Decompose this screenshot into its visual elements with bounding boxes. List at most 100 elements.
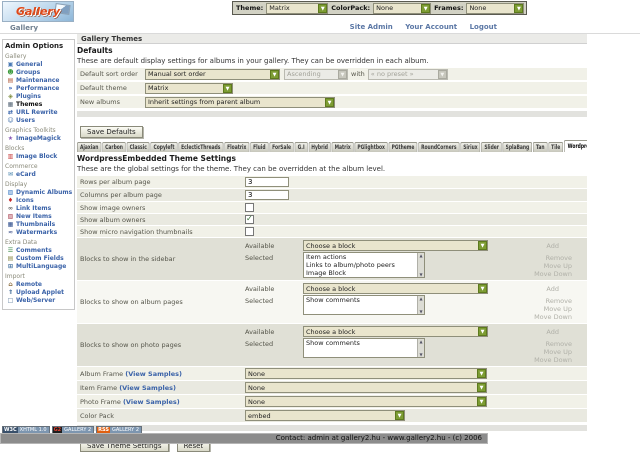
theme-tab[interactable]: Tile bbox=[548, 142, 564, 152]
sidebar-item[interactable]: ⇄ URL Rewrite bbox=[5, 109, 73, 116]
new-albums-select[interactable]: Inherit settings from parent album ▼ bbox=[145, 96, 335, 108]
theme-tab[interactable]: ForSale bbox=[269, 142, 294, 152]
sidebar-blocks-selected-list[interactable]: Item actions Links to album/photo peers Im… bbox=[303, 252, 425, 278]
show-album-owners-checkbox[interactable] bbox=[245, 214, 254, 224]
default-theme-select[interactable]: Matrix ▼ bbox=[145, 82, 233, 94]
theme-tab[interactable]: RoundCorners bbox=[418, 142, 460, 152]
gallery-logo[interactable]: Gallery bbox=[2, 1, 74, 22]
add-action-disabled: Add bbox=[546, 285, 559, 293]
album-blocks-selected-list[interactable]: Show comments ▲ ▼ bbox=[303, 295, 425, 315]
rows-per-page-row: Rows per album page bbox=[77, 176, 587, 188]
your-account-link[interactable]: Your Account bbox=[405, 23, 458, 31]
theme-tab[interactable]: Matrix bbox=[331, 142, 354, 152]
color-pack-select[interactable]: embed ▼ bbox=[245, 410, 405, 421]
quick-theme-bar: Theme: Matrix ▼ ColorPack: None ▼ Frames… bbox=[232, 1, 528, 15]
sidebar-item[interactable]: ▤ Maintenance bbox=[5, 77, 73, 84]
frames-select[interactable]: None ▼ bbox=[466, 2, 525, 14]
scroll-up-icon[interactable]: ▲ bbox=[419, 296, 423, 301]
sidebar-item[interactable]: ∞ Link Items bbox=[5, 205, 73, 212]
theme-tab[interactable]: Copyleft bbox=[150, 142, 178, 152]
theme-tab[interactable]: Slider bbox=[481, 142, 502, 152]
logout-link[interactable]: Logout bbox=[469, 23, 497, 31]
selected-label: Selected bbox=[245, 340, 274, 348]
theme-select[interactable]: Matrix ▼ bbox=[266, 2, 329, 14]
theme-tab[interactable]: Classic bbox=[126, 142, 150, 152]
add-action-disabled: Add bbox=[546, 328, 559, 336]
scroll-up-icon[interactable]: ▲ bbox=[419, 339, 423, 344]
sidebar-section-label: Graphics Toolkits bbox=[5, 127, 56, 134]
sidebar-item[interactable]: □ Web/Server bbox=[5, 297, 73, 304]
comments-icon: ☰ bbox=[7, 246, 14, 254]
sidebar-item[interactable]: » Performance bbox=[5, 85, 73, 92]
sidebar-item[interactable]: ⌂ Remote bbox=[5, 281, 73, 288]
move-up-action-disabled: Move Up bbox=[543, 348, 572, 356]
sidebar-item[interactable]: ▤ Custom Fields bbox=[5, 255, 73, 262]
show-image-owners-checkbox[interactable] bbox=[245, 203, 254, 212]
sidebar-item[interactable]: ★ ImageMagick bbox=[5, 135, 73, 142]
scroll-down-icon[interactable]: ▼ bbox=[419, 272, 423, 277]
view-samples-link[interactable]: (View Samples) bbox=[125, 369, 182, 378]
save-defaults-button[interactable]: Save Defaults bbox=[80, 126, 143, 138]
theme-tab[interactable]: WordpressEmbedded bbox=[563, 140, 587, 152]
columns-per-page-input[interactable] bbox=[245, 190, 289, 200]
theme-tab[interactable]: Floatrix bbox=[224, 142, 250, 152]
rows-per-page-input[interactable] bbox=[245, 177, 289, 187]
list-option[interactable]: Show comments bbox=[306, 296, 360, 304]
theme-tab[interactable]: Tan bbox=[532, 142, 548, 152]
theme-tab[interactable]: PGtheme bbox=[388, 142, 418, 152]
view-samples-link[interactable]: (View Samples) bbox=[122, 397, 180, 406]
sidebar-item[interactable]: ▨ Dynamic Albums bbox=[5, 189, 73, 196]
sidebar-item[interactable]: ☺ Users bbox=[5, 117, 73, 124]
sidebar-item[interactable]: ☻ Groups bbox=[5, 69, 73, 76]
sidebar-item[interactable]: ☰ Comments bbox=[5, 247, 73, 254]
sidebar-item[interactable]: ▦ Themes bbox=[5, 101, 73, 108]
sidebar-item[interactable]: ♦ Icons bbox=[5, 197, 73, 204]
sidebar-blocks-available-select[interactable]: Choose a block ▼ bbox=[303, 240, 488, 251]
scroll-down-icon[interactable]: ▼ bbox=[419, 352, 423, 357]
list-option[interactable]: Show comments bbox=[306, 339, 360, 347]
sidebar-item[interactable]: ▣ General bbox=[5, 61, 73, 68]
colorpack-select[interactable]: None ▼ bbox=[373, 2, 432, 14]
theme-tab[interactable]: Siriux bbox=[460, 142, 481, 152]
list-option[interactable]: Links to album/photo peers bbox=[306, 261, 395, 269]
sidebar-item[interactable]: ⇑ Upload Applet bbox=[5, 289, 73, 296]
scroll-down-icon[interactable]: ▼ bbox=[419, 309, 423, 314]
frames-label: Frames: bbox=[434, 4, 464, 12]
sort-order-select[interactable]: Manual sort order ▼ bbox=[145, 68, 280, 80]
badge-right-label: GALLERY 2 bbox=[62, 427, 94, 434]
breadcrumb[interactable]: Gallery bbox=[10, 24, 39, 32]
sidebar-item[interactable]: ▧ New Items bbox=[5, 213, 73, 220]
theme-tab[interactable]: Hybrid bbox=[308, 142, 331, 152]
scrollbar[interactable]: ▲ ▼ bbox=[417, 296, 424, 314]
sidebar-item[interactable]: ✉ eCard bbox=[5, 171, 73, 178]
photo-blocks-selected-list[interactable]: Show comments ▲ ▼ bbox=[303, 338, 425, 358]
list-option[interactable]: Image Block bbox=[306, 269, 347, 277]
photo-blocks-available-select[interactable]: Choose a block ▼ bbox=[303, 326, 488, 337]
scrollbar[interactable]: ▲ ▼ bbox=[417, 339, 424, 357]
list-option[interactable]: Item actions bbox=[306, 253, 347, 261]
sidebar-item[interactable]: ▦ Thumbnails bbox=[5, 221, 73, 228]
theme-tab[interactable]: EclecticThreads bbox=[178, 142, 224, 152]
theme-tab[interactable]: Ajaxian bbox=[77, 142, 102, 152]
show-micro-nav-label: Show micro navigation thumbnails bbox=[80, 227, 193, 236]
theme-tab[interactable]: PGlightbox bbox=[354, 142, 388, 152]
view-samples-link[interactable]: (View Samples) bbox=[119, 383, 176, 392]
header-divider bbox=[0, 33, 640, 34]
scrollbar[interactable]: ▲ ▼ bbox=[417, 253, 424, 277]
sidebar-item[interactable]: ◈ Plugins bbox=[5, 93, 73, 100]
theme-tab[interactable]: Carbon bbox=[102, 142, 126, 152]
album-frame-select[interactable]: None ▼ bbox=[245, 368, 487, 379]
scroll-up-icon[interactable]: ▲ bbox=[419, 253, 423, 258]
item-frame-select[interactable]: None ▼ bbox=[245, 382, 487, 393]
sidebar-item[interactable]: ⊞ MultiLanguage bbox=[5, 263, 73, 270]
album-blocks-available-select[interactable]: Choose a block ▼ bbox=[303, 283, 488, 294]
show-micro-nav-checkbox[interactable] bbox=[245, 227, 254, 236]
sidebar-item[interactable]: ▥ Image Block bbox=[5, 153, 73, 160]
site-admin-link[interactable]: Site Admin bbox=[349, 23, 393, 31]
photo-frame-select[interactable]: None ▼ bbox=[245, 396, 487, 407]
theme-tab[interactable]: SplaBang bbox=[502, 142, 533, 152]
theme-tab[interactable]: G.I bbox=[294, 142, 308, 152]
sidebar-item[interactable]: ≈ Watermarks bbox=[5, 229, 73, 236]
dropdown-arrow-icon: ▼ bbox=[477, 383, 486, 392]
theme-tab[interactable]: Fluid bbox=[250, 142, 269, 152]
